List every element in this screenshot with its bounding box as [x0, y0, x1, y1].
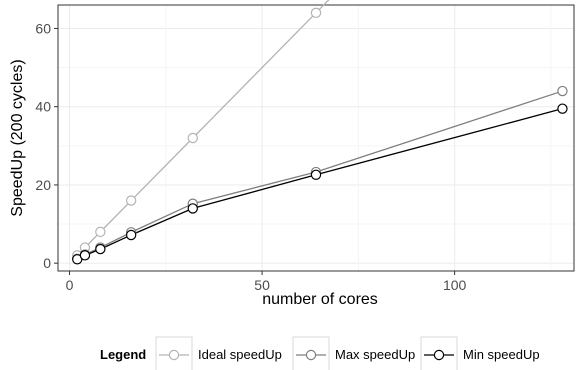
series-layer	[72, 0, 568, 265]
data-point-ideal-speedup	[187, 132, 198, 144]
legend-label-min-speedup: Min speedUp	[463, 347, 540, 362]
data-point-min-speedup	[79, 250, 91, 261]
y-axis: 0 20 40 60	[35, 20, 58, 271]
legend-key-point-ideal-speedup	[168, 349, 180, 361]
data-point-min-speedup	[95, 243, 106, 255]
data-point-min-speedup	[187, 203, 198, 214]
x-axis: 0 50 100	[66, 271, 467, 293]
y-tick-label: 60	[35, 20, 51, 36]
y-tick-label: 0	[43, 255, 51, 271]
data-point-ideal-speedup	[95, 226, 106, 238]
legend: Legend Ideal speedUp Max speedUp Min speed…	[100, 336, 540, 370]
legend-label-ideal-speedup: Ideal speedUp	[198, 347, 282, 362]
data-point-min-speedup	[557, 103, 568, 114]
x-axis-title: number of cores	[262, 291, 378, 308]
y-tick-label: 20	[35, 177, 51, 193]
data-point-min-speedup	[310, 169, 322, 180]
y-axis-title: SpeedUp (200 cycles)	[9, 59, 26, 216]
legend-label-max-speedup: Max speedUp	[335, 347, 415, 362]
x-tick-label: 50	[254, 277, 270, 293]
x-tick-label: 100	[443, 277, 467, 293]
x-tick-label: 0	[66, 277, 74, 293]
legend-title: Legend	[100, 347, 146, 362]
legend-key-point-min-speedup	[433, 349, 445, 361]
data-point-min-speedup	[125, 229, 137, 241]
plot-panel-border	[57, 4, 575, 272]
data-point-max-speedup	[557, 85, 568, 97]
legend-key-point-max-speedup	[305, 349, 317, 361]
y-tick-label: 40	[35, 99, 51, 115]
data-point-ideal-speedup	[310, 7, 322, 19]
grid	[58, 5, 574, 271]
data-point-ideal-speedup	[125, 195, 137, 206]
